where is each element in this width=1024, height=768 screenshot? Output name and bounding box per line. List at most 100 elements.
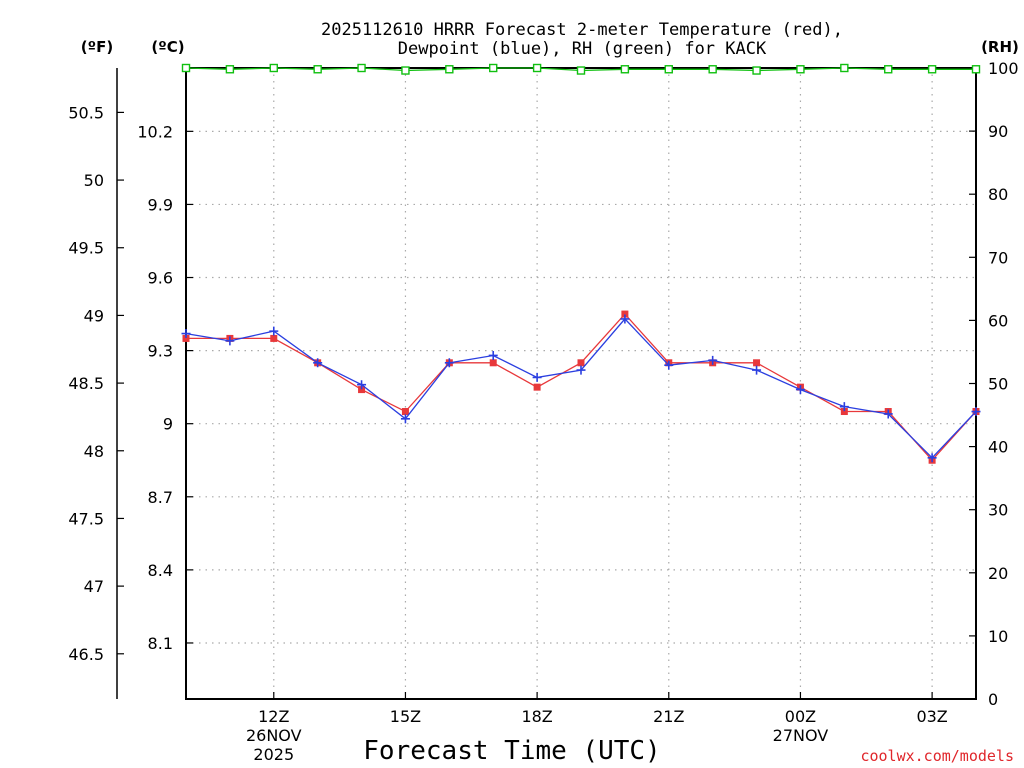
temperature-point [358,386,366,394]
rh-tick-label: 0 [988,690,998,709]
rh-point [576,66,586,75]
fahrenheit-tick-label: 50 [84,171,104,190]
rh-point [796,65,805,74]
dewpoint-line [185,317,977,459]
rh-point [620,65,630,74]
rh-tick-label: 80 [988,185,1008,204]
celsius-tick-label: 8.1 [148,634,173,653]
rh-point [313,65,322,74]
chart-title-line2: Dewpoint (blue), RH (green) for KACK [398,39,767,59]
fahrenheit-tick-label: 50.5 [68,103,104,122]
dewpoint-point [313,358,323,368]
rh-point [225,65,235,74]
dewpoint-point [927,453,937,463]
rh-point [664,65,673,74]
dewpoint-point [971,407,981,417]
rh-tick-label: 30 [988,501,1008,520]
rh-point [752,66,761,75]
data-series [181,63,981,464]
rh-tick-label: 10 [988,627,1008,646]
dewpoint-point [532,372,542,382]
chart-title-line1: 2025112610 HRRR Forecast 2-meter Tempera… [321,20,843,40]
time-tick-label: 00Z [785,707,816,726]
dewpoint-point [708,355,718,365]
celsius-tick-label: 10.2 [137,122,173,141]
gridlines [186,68,976,699]
time-tick-label: 03Z [916,707,947,726]
rh-tick-label: 90 [988,122,1008,141]
temperature-line [186,313,977,462]
dewpoint-point [444,358,454,368]
dewpoint-point [664,360,674,370]
x-axis-title: Forecast Time (UTC) [363,736,660,766]
temperature-point [270,334,278,342]
rh-point [532,63,542,73]
rh-point [401,66,410,75]
temperature-point [489,359,497,367]
celsius-tick-label: 9.6 [148,269,173,288]
temperature-point [401,408,409,416]
celsius-tick-label: 8.4 [148,561,173,580]
time-tick-date: 27NOV [773,726,829,745]
time-tick-label: 12Z [258,707,289,726]
fahrenheit-tick-label: 47.5 [68,509,104,528]
rh-tick-label: 100 [988,59,1019,78]
time-tick-label: 21Z [653,707,684,726]
rh-point [927,65,937,74]
plot-frame [185,67,977,700]
celsius-tick-label: 8.7 [148,488,173,507]
dewpoint-point [488,350,498,360]
rh-point [445,65,454,74]
rh-tick-label: 70 [988,248,1008,267]
rh-axis-ticks: 0 10 20 30 40 50 60 70 80 90 100 [969,59,1019,709]
dewpoint-point [883,409,893,419]
dewpoint-point [400,414,410,424]
rh-tick-label: 60 [988,311,1008,330]
rh-point [708,65,717,74]
dewpoint-point [269,326,279,336]
time-tick-date: 26NOV [246,726,302,745]
dewpoint-point [752,365,762,375]
rh-tick-label: 50 [988,375,1008,394]
fahrenheit-tick-label: 48.5 [68,374,104,393]
rh-point [489,63,498,73]
temperature-point [621,310,629,318]
rh-tick-label: 20 [988,564,1008,583]
fahrenheit-tick-label: 47 [84,577,104,596]
fahrenheit-tick-label: 49 [84,306,104,325]
rh-tick-label: 40 [988,438,1008,457]
rh-point [357,63,366,73]
temperature-point [577,359,585,367]
dewpoint-point [620,314,630,324]
fahrenheit-axis-ticks: 46.5 47 47.5 48 48.5 49 49.5 50 50.5 [68,103,124,664]
temperature-point [533,383,541,391]
celsius-tick-label: 9.9 [148,195,173,214]
dewpoint-point [839,402,849,412]
celsius-axis-ticks: 8.1 8.4 8.7 9 9.3 9.6 9.9 10.2 [137,122,193,653]
temperature-point [753,359,761,367]
dewpoint-point [795,385,805,395]
rh-point [840,63,849,73]
fahrenheit-unit-label: (ºF) [81,38,113,56]
rh-unit-label: (RH) [981,38,1019,56]
fahrenheit-tick-label: 48 [84,442,104,461]
fahrenheit-tick-label: 46.5 [68,645,104,664]
celsius-tick-label: 9 [163,415,173,434]
time-tick-label: 15Z [390,707,421,726]
dewpoint-point [225,336,235,346]
rh-point [181,63,191,73]
fahrenheit-tick-label: 49.5 [68,239,104,258]
rh-point [269,63,278,73]
time-tick-year: 2025 [253,745,294,764]
dewpoint-point [181,329,191,339]
temperature-point [182,334,190,342]
rh-point [884,65,893,74]
celsius-tick-label: 9.3 [148,342,173,361]
celsius-unit-label: (ºC) [151,38,184,56]
temperature-point [840,408,848,416]
rh-point [971,65,981,74]
dewpoint-point [576,365,586,375]
time-tick-label: 18Z [521,707,552,726]
